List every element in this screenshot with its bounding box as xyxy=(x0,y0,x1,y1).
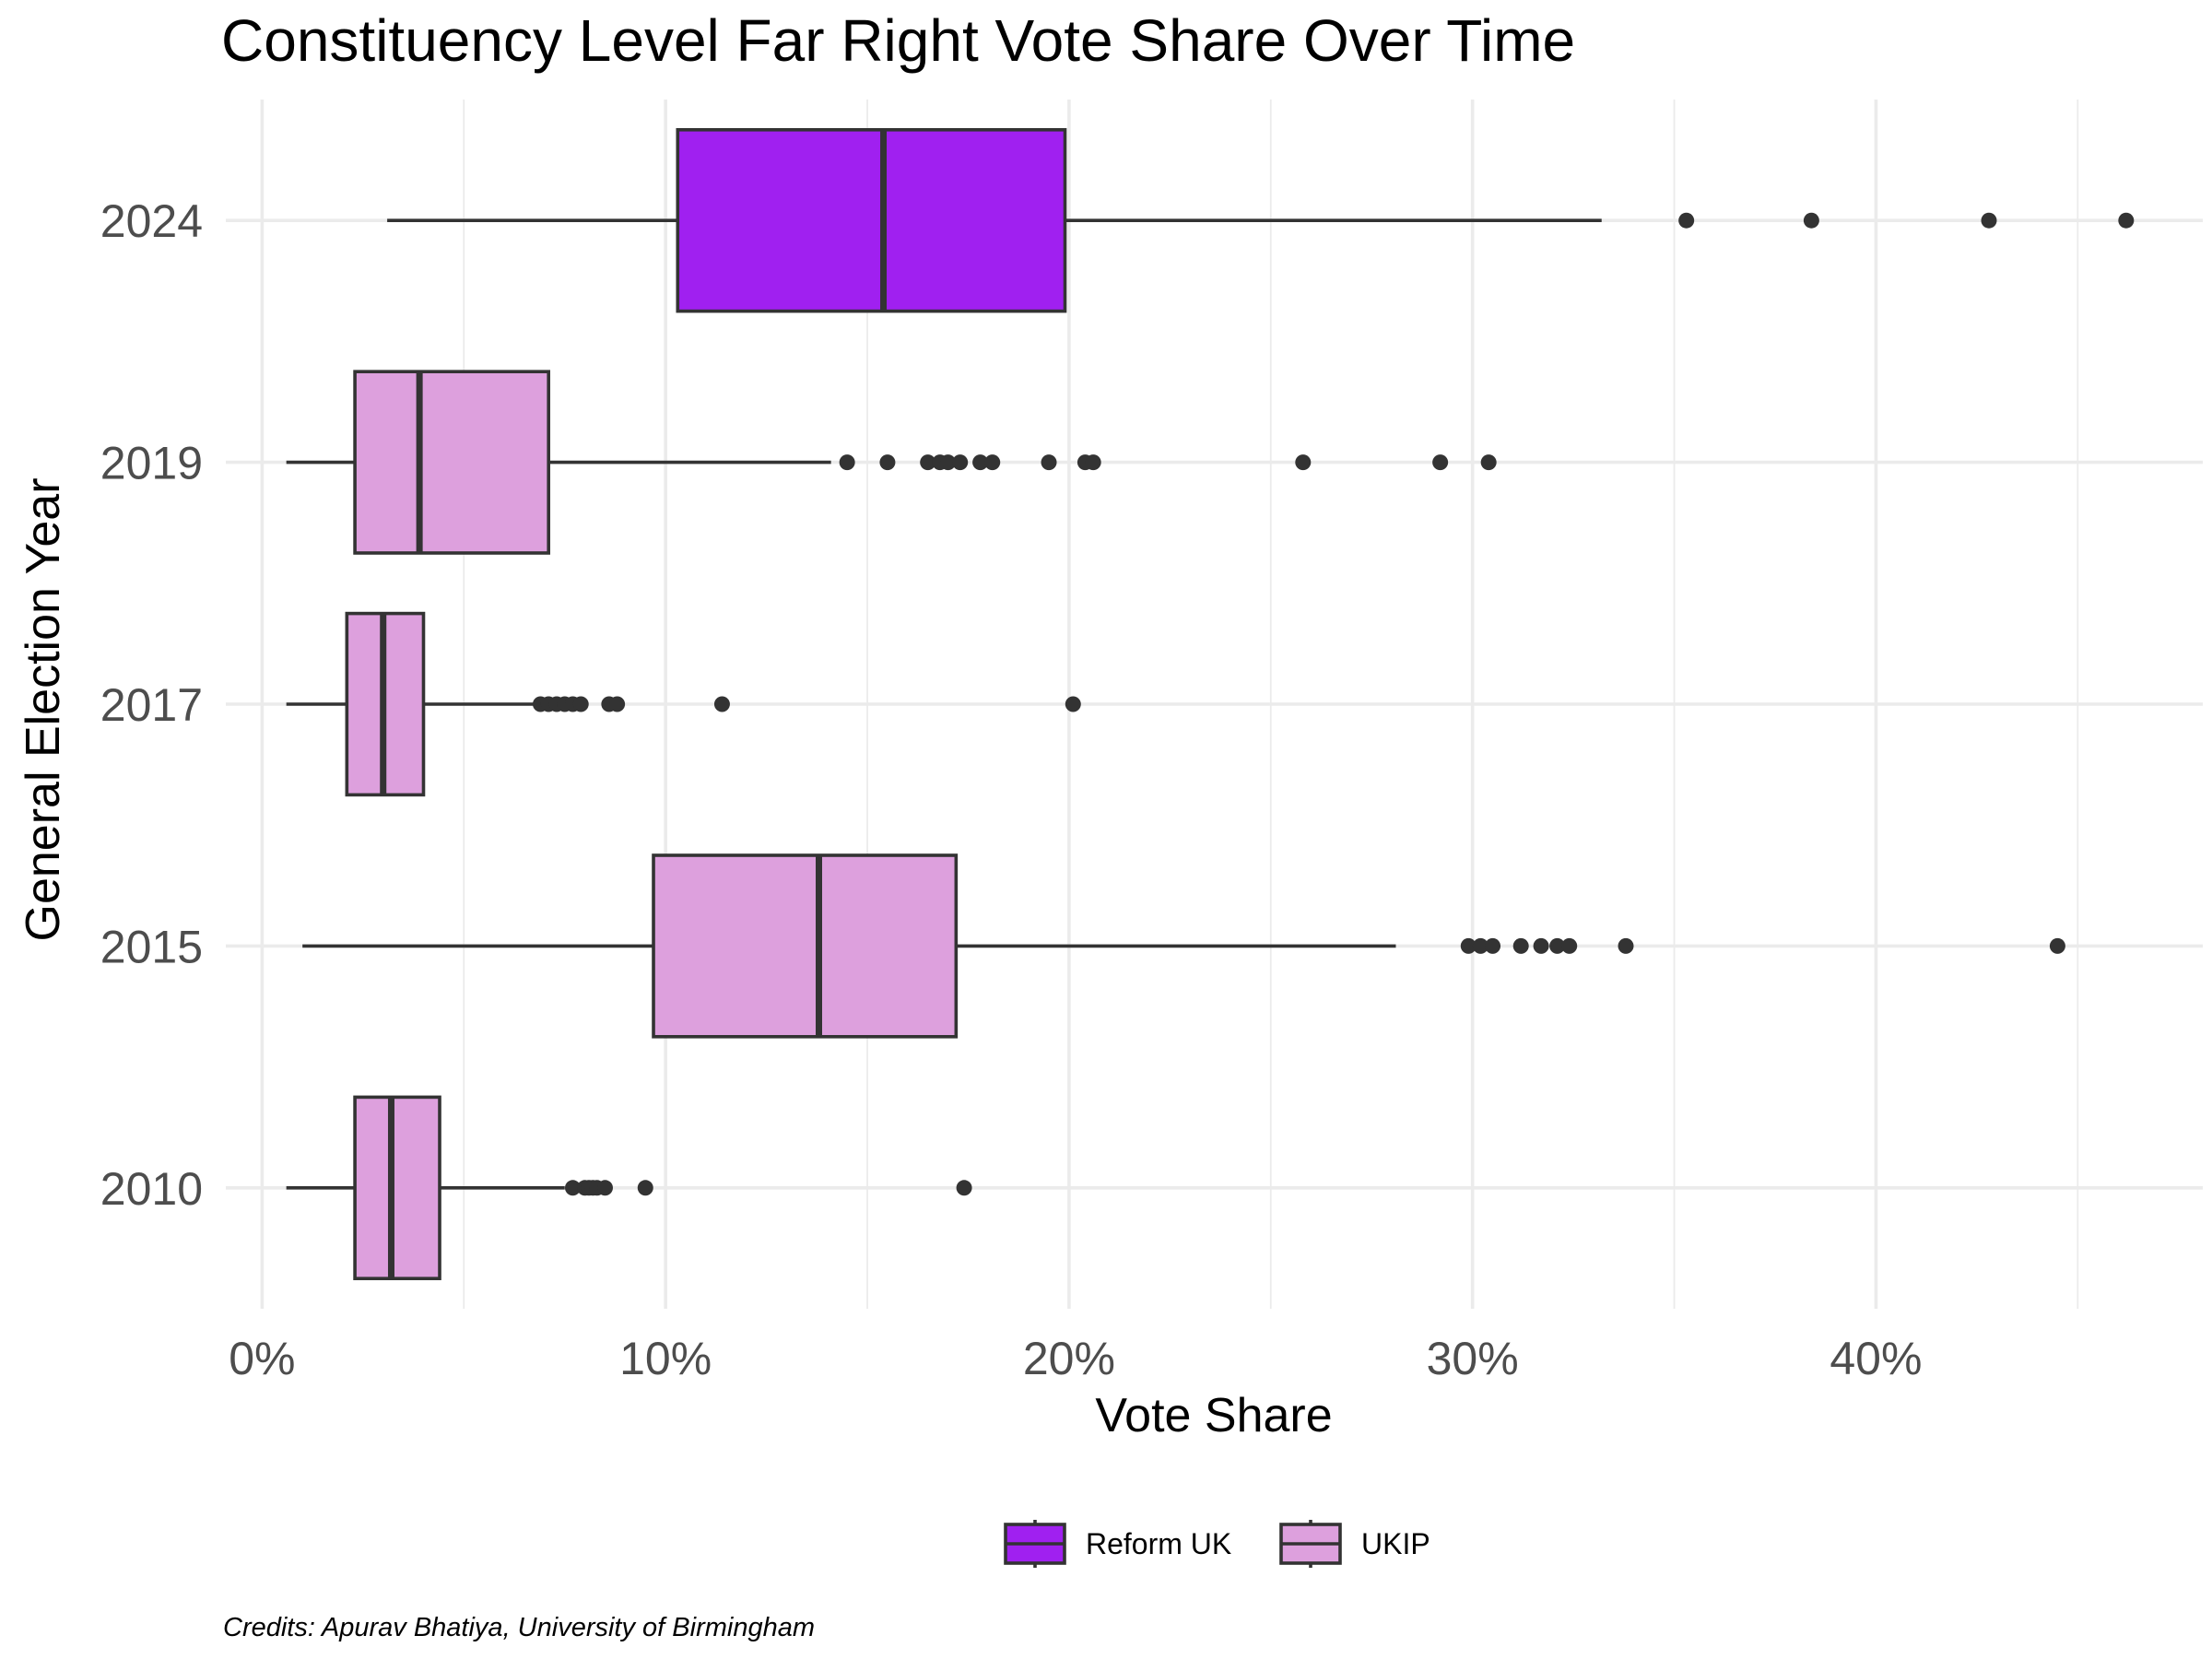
outlier-point xyxy=(952,454,969,471)
outlier-point xyxy=(839,454,855,471)
legend-label-ukip: UKIP xyxy=(1361,1527,1430,1560)
y-tick-label: 2015 xyxy=(100,921,203,972)
box-group-2019 xyxy=(286,370,1497,555)
legend-label-reform-uk: Reform UK xyxy=(1086,1527,1231,1560)
outlier-point xyxy=(1678,212,1695,229)
chart-caption: Credits: Apurav Bhatiya, University of B… xyxy=(223,1613,815,1642)
outlier-point xyxy=(984,454,1001,471)
outlier-point xyxy=(1512,937,1529,954)
outlier-point xyxy=(1041,454,1057,471)
outlier-point xyxy=(2049,937,2065,954)
outlier-point xyxy=(920,454,936,471)
x-tick-label: 30% xyxy=(1427,1333,1519,1384)
outlier-point xyxy=(1460,937,1477,954)
outlier-point xyxy=(1295,454,1312,471)
x-tick-label: 0% xyxy=(229,1333,295,1384)
outlier-point xyxy=(940,454,957,471)
y-tick-label: 2010 xyxy=(100,1163,203,1215)
outlier-point xyxy=(1085,454,1101,471)
outlier-point xyxy=(637,1180,653,1196)
y-axis-title: General Election Year xyxy=(17,477,70,941)
axis-tick-labels: 0% 10% 20% 30% 40% 2010 2015 2017 2019 2024 xyxy=(100,195,1923,1384)
box-plots xyxy=(286,128,2135,1281)
iqr-box xyxy=(652,853,959,1039)
x-tick-label: 10% xyxy=(619,1333,712,1384)
outlier-point xyxy=(1549,937,1566,954)
outlier-point xyxy=(572,696,589,712)
iqr-box xyxy=(353,370,551,555)
outlier-point xyxy=(879,454,896,471)
box-group-2017 xyxy=(286,611,1081,797)
outlier-point xyxy=(713,696,730,712)
outlier-point xyxy=(596,1180,613,1196)
y-tick-label: 2017 xyxy=(100,679,203,731)
iqr-box xyxy=(353,1095,441,1281)
box-group-2024 xyxy=(387,128,2135,313)
iqr-box xyxy=(676,128,1067,313)
legend-key-ukip xyxy=(1279,1520,1342,1568)
y-tick-label: 2024 xyxy=(100,195,203,247)
box-group-2015 xyxy=(302,853,2065,1039)
outlier-point xyxy=(1472,937,1488,954)
legend-key-reform-uk xyxy=(1004,1520,1066,1568)
outlier-point xyxy=(609,696,626,712)
outlier-point xyxy=(1618,937,1634,954)
y-tick-label: 2019 xyxy=(100,438,203,489)
outlier-point xyxy=(1803,212,1819,229)
outlier-point xyxy=(1480,454,1497,471)
x-tick-label: 40% xyxy=(1830,1333,1922,1384)
outlier-point xyxy=(956,1180,972,1196)
outlier-point xyxy=(564,1180,581,1196)
outlier-point xyxy=(1432,454,1449,471)
outlier-point xyxy=(1485,937,1501,954)
x-axis-title: Vote Share xyxy=(1095,1389,1332,1442)
outlier-point xyxy=(1561,937,1578,954)
outlier-point xyxy=(1981,212,1997,229)
chart-title: Constituency Level Far Right Vote Share … xyxy=(221,7,1575,74)
outlier-point xyxy=(1065,696,1081,712)
box-group-2010 xyxy=(286,1095,972,1281)
legend: Reform UK UKIP xyxy=(1004,1520,1430,1568)
outlier-point xyxy=(1533,937,1549,954)
outlier-point xyxy=(2118,212,2135,229)
outlier-point xyxy=(972,454,989,471)
x-tick-label: 20% xyxy=(1023,1333,1115,1384)
